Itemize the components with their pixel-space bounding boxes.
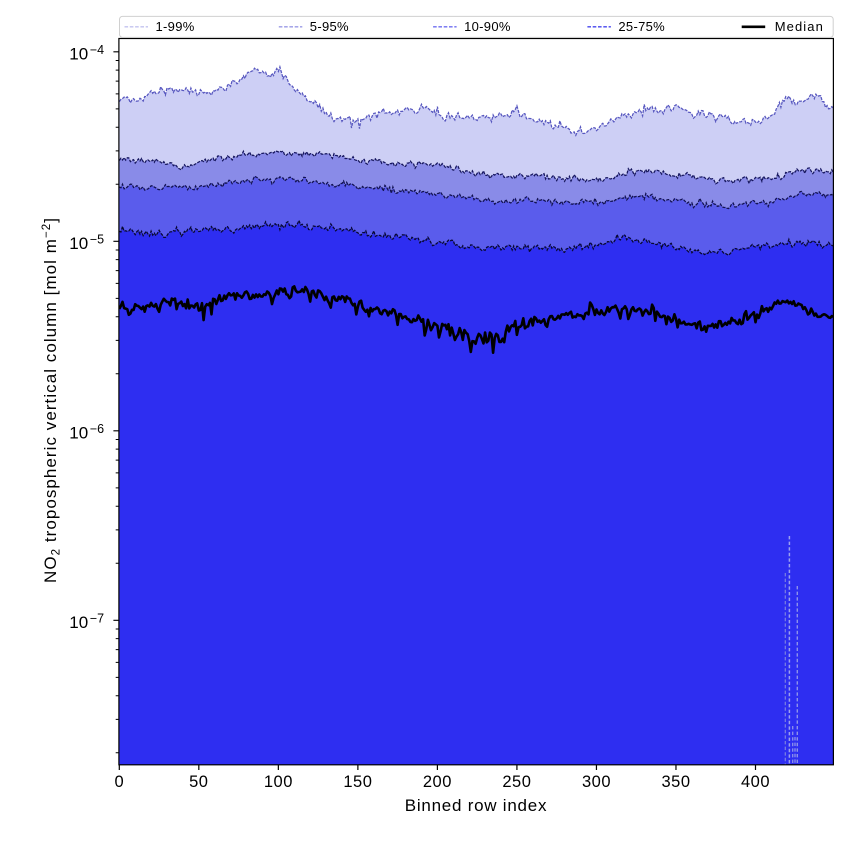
svg-text:NO2 tropospheric vertical colu: NO2 tropospheric vertical column [mol m−… (41, 217, 63, 583)
svg-text:10−5: 10 −5 (69, 233, 104, 253)
svg-text:200: 200 (423, 773, 452, 791)
svg-text:150: 150 (343, 773, 372, 791)
svg-text:250: 250 (502, 773, 531, 791)
svg-text:0: 0 (114, 773, 124, 791)
svg-text:400: 400 (741, 773, 770, 791)
svg-text:25-75%: 25-75% (618, 19, 665, 34)
svg-text:10-90%: 10-90% (464, 19, 511, 34)
svg-text:Binned row index: Binned row index (405, 796, 547, 815)
svg-text:10−7: 10 −7 (69, 612, 104, 632)
svg-text:Median: Median (775, 19, 824, 34)
svg-text:5-95%: 5-95% (310, 19, 349, 34)
svg-text:10−6: 10 −6 (69, 422, 104, 442)
svg-text:350: 350 (661, 773, 690, 791)
svg-text:1-99%: 1-99% (156, 19, 195, 34)
svg-text:100: 100 (264, 773, 293, 791)
svg-text:50: 50 (189, 773, 208, 791)
svg-text:300: 300 (582, 773, 611, 791)
svg-text:10−4: 10 −4 (69, 43, 104, 63)
